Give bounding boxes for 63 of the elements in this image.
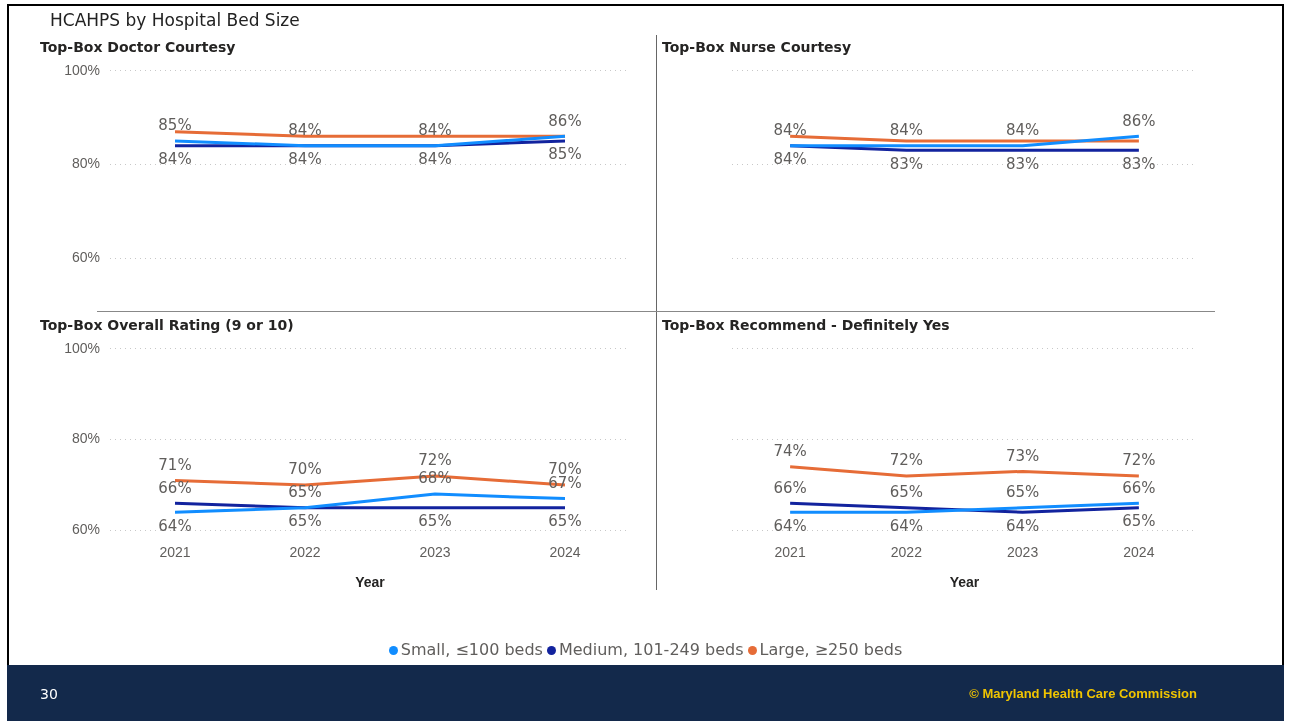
data-label: 64% (1005, 516, 1040, 535)
data-label: 64% (158, 516, 192, 535)
data-label: 86% (548, 111, 582, 130)
data-label: 70% (288, 460, 322, 479)
data-label: 66% (158, 478, 192, 497)
data-label: 83% (1122, 154, 1156, 173)
data-label: 73% (1005, 446, 1040, 465)
chart-title: Top-Box Nurse Courtesy (662, 39, 852, 56)
legend-label: Large, ≥250 beds (758, 640, 903, 659)
legend-label: Medium, 101-249 beds (557, 640, 744, 659)
data-label: 84% (418, 121, 452, 140)
data-label: 72% (889, 451, 924, 470)
data-label: 85% (158, 116, 192, 135)
chart-title: Top-Box Recommend - Definitely Yes (662, 317, 950, 334)
x-tick-label: 2023 (419, 543, 451, 560)
data-label: 84% (158, 150, 192, 169)
data-label: 65% (1005, 483, 1040, 502)
y-tick-label: 60% (71, 521, 100, 538)
y-tick-label: 100% (64, 61, 100, 78)
data-label: 85% (548, 145, 582, 164)
data-label: 83% (1005, 154, 1040, 173)
y-tick-label: 80% (71, 155, 100, 172)
x-axis-title: Year (949, 574, 980, 591)
data-label: 71% (158, 455, 192, 474)
data-label: 64% (773, 516, 807, 535)
data-label: 72% (418, 451, 452, 470)
data-label: 65% (418, 512, 452, 531)
data-label: 84% (288, 150, 322, 169)
x-tick-label: 2022 (890, 543, 923, 560)
data-label: 72% (1122, 451, 1156, 470)
text: HCAHPS by Hospital Bed Size (50, 10, 300, 30)
x-tick-label: 2024 (549, 543, 581, 560)
x-axis-title: Year (355, 574, 386, 591)
data-label: 65% (288, 512, 322, 531)
data-label: 86% (1122, 111, 1156, 130)
data-label: 65% (288, 483, 322, 502)
x-tick-label: 2021 (159, 543, 191, 560)
chart-title: Top-Box Overall Rating (9 or 10) (40, 317, 294, 334)
y-tick-label: 60% (71, 248, 100, 265)
data-label: 65% (889, 483, 924, 502)
data-label: 64% (889, 516, 924, 535)
data-label: 84% (288, 121, 322, 140)
y-tick-label: 100% (64, 339, 100, 356)
data-label: 83% (889, 154, 924, 173)
text: © Maryland Health Care Commission (969, 686, 1197, 701)
data-label: 66% (1122, 478, 1156, 497)
data-label: 84% (773, 121, 807, 140)
data-label: 84% (418, 150, 452, 169)
data-label: 84% (773, 150, 807, 169)
data-label: 74% (773, 442, 807, 461)
y-tick-label: 80% (71, 430, 100, 447)
chart-title: Top-Box Doctor Courtesy (40, 39, 236, 56)
data-label: 65% (1122, 512, 1156, 531)
data-label: 65% (548, 512, 582, 531)
data-label: 66% (773, 478, 807, 497)
x-tick-label: 2024 (1123, 543, 1155, 560)
text: 30 (40, 686, 58, 702)
data-label: 84% (1005, 121, 1040, 140)
data-label: 84% (889, 121, 924, 140)
legend-label: Small, ≤100 beds (399, 640, 543, 659)
x-tick-label: 2023 (1007, 543, 1039, 560)
x-tick-label: 2021 (774, 543, 806, 560)
x-tick-label: 2022 (289, 543, 321, 560)
